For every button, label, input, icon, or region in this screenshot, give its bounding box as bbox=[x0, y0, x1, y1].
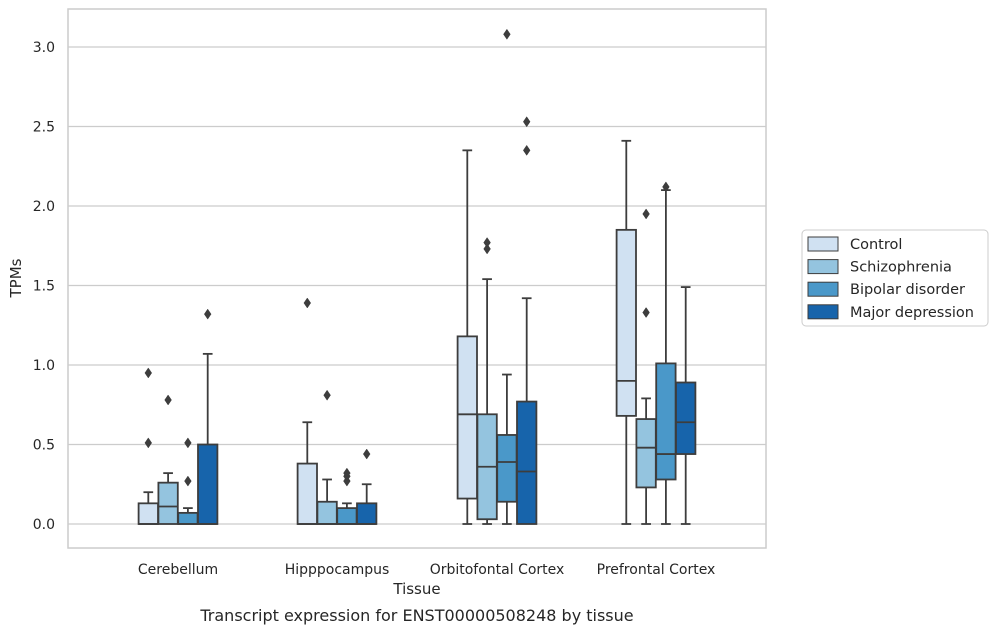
legend-frame bbox=[801, 229, 989, 327]
box-iqr bbox=[516, 400, 538, 525]
y-tick-labels: 0.0 0.5 1.0 1.5 2.0 2.5 3.0 bbox=[33, 40, 55, 533]
y-tick-label: 0.5 bbox=[33, 438, 55, 454]
box-iqr bbox=[356, 502, 378, 525]
box-iqr bbox=[655, 362, 677, 481]
legend-label: Major depression bbox=[850, 305, 974, 321]
legend-label: Schizophrenia bbox=[850, 260, 952, 276]
box-iqr bbox=[197, 443, 219, 525]
outlier-point bbox=[662, 181, 670, 193]
box-iqr bbox=[336, 507, 358, 525]
figure-caption: Transcript expression for ENST0000050824… bbox=[199, 606, 633, 625]
box-iqr bbox=[157, 481, 179, 525]
legend-item: Schizophrenia bbox=[807, 259, 952, 276]
x-tick-label: Hipppocampus bbox=[285, 562, 390, 578]
y-tick-label: 2.5 bbox=[33, 120, 55, 136]
outlier-point bbox=[144, 367, 153, 379]
box-major-depression bbox=[356, 448, 378, 525]
outlier-point bbox=[483, 243, 491, 255]
box-schizophrenia bbox=[635, 208, 657, 525]
outlier-point bbox=[522, 116, 531, 128]
y-tick-label: 0.0 bbox=[33, 517, 55, 533]
outlier-point bbox=[184, 475, 192, 487]
x-tick-labels: Cerebellum Hipppocampus Orbitofontal Corte… bbox=[138, 562, 715, 578]
box-iqr bbox=[296, 462, 318, 525]
box-iqr bbox=[615, 228, 637, 417]
box-bipolar-disorder bbox=[655, 181, 677, 525]
outlier-point bbox=[343, 467, 351, 479]
box-iqr bbox=[177, 511, 199, 525]
y-tick-label: 3.0 bbox=[33, 40, 55, 56]
box-iqr bbox=[456, 335, 478, 500]
outlier-point bbox=[503, 28, 511, 40]
outlier-point bbox=[203, 308, 212, 320]
outlier-point bbox=[483, 237, 491, 249]
y-tick-label: 1.0 bbox=[33, 358, 55, 374]
legend-swatch bbox=[807, 281, 839, 297]
box-major-depression bbox=[675, 286, 697, 525]
plot-frame bbox=[67, 8, 767, 549]
legend-item: Control bbox=[807, 236, 902, 253]
outlier-point bbox=[642, 208, 650, 220]
outlier-point bbox=[144, 437, 153, 449]
x-axis-label: Tissue bbox=[392, 580, 440, 598]
y-tick-label: 2.0 bbox=[33, 199, 55, 215]
x-tick-label: Prefrontal Cortex bbox=[597, 562, 716, 578]
box-schizophrenia bbox=[316, 389, 338, 525]
legend-label: Control bbox=[850, 237, 902, 253]
legend-swatch bbox=[807, 236, 839, 252]
box-bipolar-disorder bbox=[496, 28, 518, 525]
legend-item: Bipolar disorder bbox=[807, 281, 965, 298]
box-control bbox=[137, 367, 159, 525]
outlier-point bbox=[184, 437, 192, 449]
box-control bbox=[456, 149, 478, 525]
box-schizophrenia bbox=[476, 237, 498, 525]
outlier-point bbox=[642, 307, 650, 318]
x-tick-label: Cerebellum bbox=[138, 562, 218, 578]
y-axis-label: TPMs bbox=[7, 258, 25, 298]
legend-swatch bbox=[807, 259, 839, 275]
box-control bbox=[296, 297, 318, 525]
box-iqr bbox=[137, 502, 159, 525]
outlier-point bbox=[522, 144, 531, 156]
box-iqr bbox=[675, 381, 697, 455]
box-major-depression bbox=[197, 308, 219, 525]
box-iqr bbox=[496, 434, 518, 503]
x-tick-label: Orbitofontal Cortex bbox=[430, 562, 565, 578]
box-iqr bbox=[635, 418, 657, 489]
box-bipolar-disorder bbox=[336, 467, 358, 525]
legend-item: Major depression bbox=[807, 304, 974, 321]
outlier-point bbox=[362, 448, 371, 460]
box-plot-marks bbox=[137, 28, 697, 525]
box-major-depression bbox=[516, 116, 538, 525]
box-schizophrenia bbox=[157, 394, 179, 525]
grid-lines bbox=[68, 46, 766, 525]
legend-swatch bbox=[807, 304, 839, 320]
y-tick-label: 1.5 bbox=[33, 279, 55, 295]
box-iqr bbox=[316, 500, 338, 525]
legend-label: Bipolar disorder bbox=[850, 282, 965, 298]
box-bipolar-disorder bbox=[177, 437, 199, 525]
outlier-point bbox=[323, 389, 331, 401]
outlier-point bbox=[303, 297, 312, 309]
outlier-point bbox=[164, 394, 172, 406]
legend: Control Schizophrenia Bipolar disorder Majo… bbox=[801, 229, 989, 327]
box-control bbox=[615, 139, 637, 525]
